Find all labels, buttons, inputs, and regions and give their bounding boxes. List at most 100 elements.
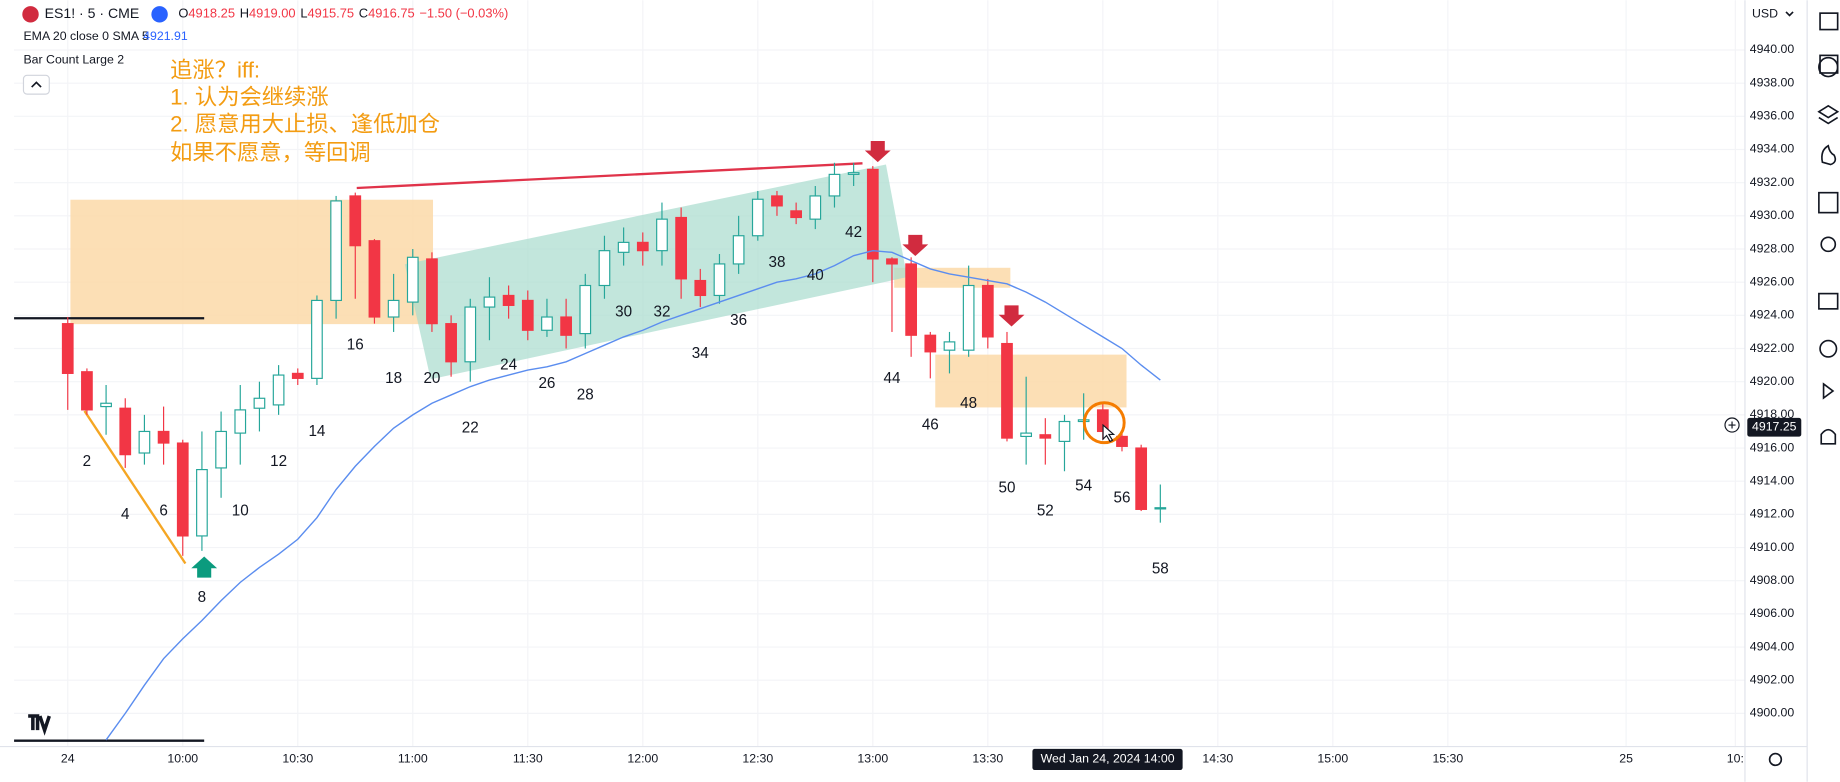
candle-body xyxy=(541,316,553,331)
ohlc-label: C xyxy=(359,6,368,21)
ohlc-label: L xyxy=(300,6,307,21)
y-tick-label: 4902.00 xyxy=(1750,672,1795,686)
bar-count: 20 xyxy=(423,370,440,387)
collapse-button[interactable] xyxy=(22,74,50,95)
indicator-name: EMA 20 close 0 SMA 5 xyxy=(23,29,148,43)
ohlc-value: 4915.75 xyxy=(307,6,354,21)
bar-count: 48 xyxy=(960,395,977,412)
candle-body xyxy=(617,241,630,253)
tv-logo xyxy=(28,714,51,736)
y-tick-label: 4932.00 xyxy=(1750,175,1795,189)
y-tick-label: 4934.00 xyxy=(1750,142,1795,156)
bar-count: 14 xyxy=(308,423,325,440)
ohlc-value: 4919.00 xyxy=(249,6,296,21)
annotation: 追涨？iff: xyxy=(170,58,260,83)
toolbar-icon[interactable] xyxy=(1820,428,1837,445)
ohlc-change: −1.50 (−0.03%) xyxy=(419,6,508,21)
bar-count: 50 xyxy=(998,479,1015,496)
bar-count-title: Bar Count Large 2 xyxy=(23,52,124,66)
symbol: ES1! · 5 · CME xyxy=(45,5,140,21)
candle-body xyxy=(253,397,266,409)
bar-count: 6 xyxy=(159,503,167,520)
bar-count: 32 xyxy=(653,304,670,321)
candle-body xyxy=(1020,432,1033,438)
bar-count: 26 xyxy=(538,375,555,392)
toolbar-icon[interactable] xyxy=(1819,12,1839,31)
candle-body xyxy=(406,256,419,303)
annotation: 2. 愿意用大止损、逢低加仓 xyxy=(170,112,440,137)
y-tick-label: 4916.00 xyxy=(1750,440,1795,454)
toolbar-icon[interactable] xyxy=(1820,236,1837,253)
annotation: 1. 认为会继续涨 xyxy=(170,85,328,110)
bar-count: 22 xyxy=(462,420,479,437)
candle-body xyxy=(981,284,994,338)
annotation: 如果不愿意，等回调 xyxy=(170,140,371,165)
y-tick-label: 4938.00 xyxy=(1750,75,1795,89)
y-tick-label: 4940.00 xyxy=(1750,42,1795,56)
x-tick-label: 15:30 xyxy=(1432,752,1463,766)
ohlc-value: 4918.25 xyxy=(188,6,235,21)
y-tick-label: 4910.00 xyxy=(1750,540,1795,554)
x-tick-label: 24 xyxy=(61,752,75,766)
candle-body xyxy=(291,372,304,379)
toolbar-icon[interactable] xyxy=(1822,382,1835,400)
candle-body xyxy=(847,172,860,175)
toolbar-icon[interactable] xyxy=(1819,339,1838,358)
bar-count: 8 xyxy=(198,589,206,606)
toolbar-icon[interactable] xyxy=(1818,292,1839,310)
candle-body xyxy=(215,430,227,469)
settings-icon[interactable] xyxy=(1768,752,1783,767)
x-tick-label: 25 xyxy=(1619,752,1633,766)
candle-body xyxy=(272,374,285,406)
candle-body xyxy=(138,430,151,454)
x-tick-label: 13:00 xyxy=(857,752,888,766)
candle-body xyxy=(732,235,745,265)
bar-count: 42 xyxy=(845,224,862,241)
ema-line xyxy=(105,249,1161,741)
candle-body xyxy=(751,198,764,237)
candle-body xyxy=(809,195,822,220)
crosshair-date: Wed Jan 24, 2024 xyxy=(1041,752,1141,766)
y-tick-label: 4928.00 xyxy=(1750,241,1795,255)
candle-body xyxy=(483,296,496,308)
y-tick-label: 4936.00 xyxy=(1750,109,1795,123)
candle-body xyxy=(81,371,93,411)
toolbar-icon[interactable] xyxy=(1818,191,1839,214)
trend-line xyxy=(83,410,187,565)
bar-count: 36 xyxy=(730,312,747,329)
y-tick-label: 4922.00 xyxy=(1750,341,1795,355)
candle-body xyxy=(464,306,477,363)
y-tick-label: 4912.00 xyxy=(1750,507,1795,521)
x-tick-label: 10:30 xyxy=(282,752,313,766)
candle-body xyxy=(445,323,457,363)
buy-arrow xyxy=(191,556,218,578)
crosshair-label xyxy=(1032,748,1183,771)
candle-body xyxy=(234,409,247,434)
candle-body xyxy=(1001,342,1013,439)
bar-count: 44 xyxy=(883,370,900,387)
bar-count: 52 xyxy=(1037,503,1054,520)
candle-body xyxy=(886,258,898,265)
y-tick-label: 4930.00 xyxy=(1750,208,1795,222)
x-tick-label: 10:00 xyxy=(167,752,198,766)
candle-body xyxy=(387,299,400,318)
bar-count: 40 xyxy=(807,267,824,284)
y-tick-label: 4908.00 xyxy=(1750,573,1795,587)
indicator-value: 4921.91 xyxy=(143,29,188,43)
bar-count: 18 xyxy=(385,370,402,387)
candle-body xyxy=(61,323,74,374)
toolbar-icon[interactable] xyxy=(1817,104,1840,125)
bar-count: 2 xyxy=(83,453,91,470)
candle-body xyxy=(176,442,189,537)
bar-count: 34 xyxy=(692,345,709,362)
toolbar-icon[interactable] xyxy=(1818,56,1839,78)
toolbar-icon[interactable] xyxy=(1821,144,1837,166)
sell-arrow xyxy=(998,305,1025,327)
zone xyxy=(894,267,1011,288)
x-tick-label: 14:30 xyxy=(1202,752,1233,766)
x-tick-label: 13:30 xyxy=(972,752,1003,766)
x-tick-label: 15:00 xyxy=(1317,752,1348,766)
chevron xyxy=(1785,11,1794,17)
y-tick-label: 4918.00 xyxy=(1750,407,1795,421)
